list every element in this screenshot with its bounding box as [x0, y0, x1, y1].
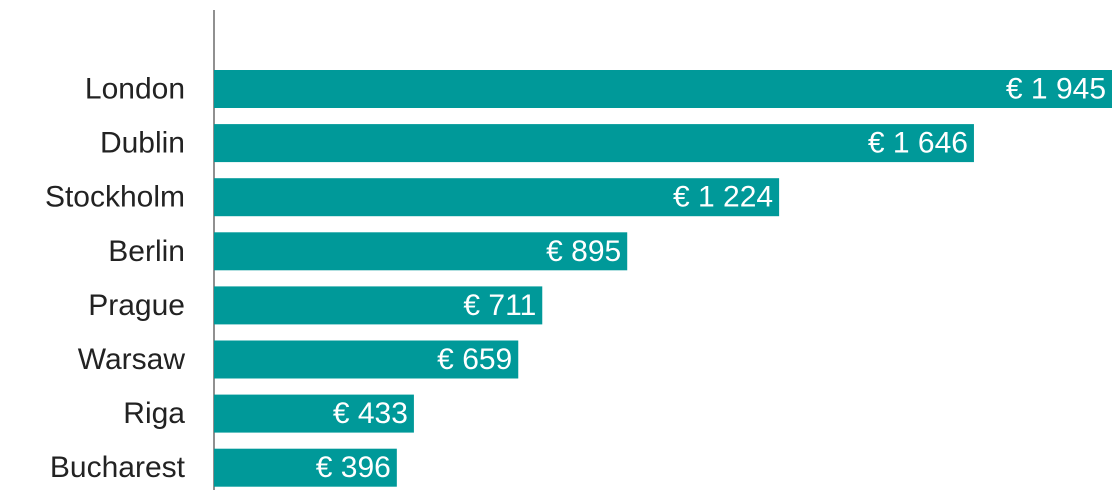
category-label: Prague [88, 289, 185, 322]
category-label: Riga [123, 397, 185, 430]
category-label: Warsaw [78, 343, 186, 376]
bar [214, 232, 628, 271]
value-label: € 659 [437, 343, 512, 376]
bar [214, 286, 543, 325]
bar [214, 394, 414, 433]
value-label: € 711 [463, 289, 536, 322]
bar [214, 178, 780, 217]
value-label: € 1 945 [1006, 73, 1106, 106]
category-label: Dublin [100, 127, 185, 160]
category-label: Bucharest [50, 451, 186, 484]
value-label: € 433 [333, 397, 408, 430]
bar [214, 340, 519, 379]
category-label: London [85, 73, 185, 106]
category-label: Berlin [108, 235, 185, 268]
value-label: € 1 224 [673, 181, 773, 214]
bar [214, 124, 974, 163]
bar [214, 448, 397, 487]
bar [214, 70, 1112, 108]
category-label: Stockholm [45, 181, 185, 214]
value-label: € 895 [546, 235, 621, 268]
value-label: € 396 [316, 451, 391, 484]
value-label: € 1 646 [868, 127, 968, 160]
